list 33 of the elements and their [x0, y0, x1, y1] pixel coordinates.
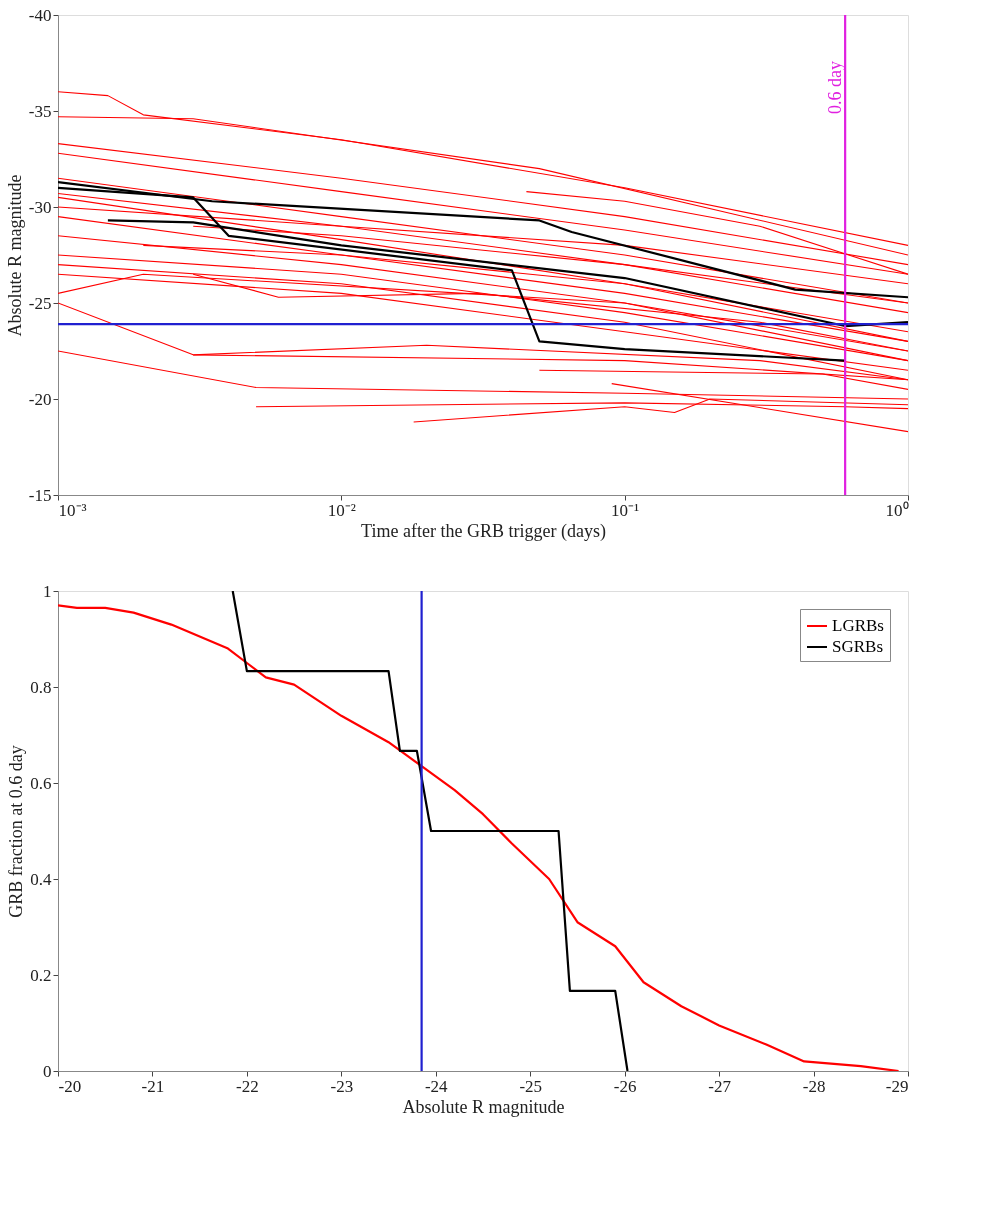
x-tick-label: -29 [885, 1076, 909, 1096]
x-tick-label: -24 [424, 1076, 449, 1096]
ref-line-label: 0.6 day [825, 61, 846, 114]
y-tick-label: 1 [43, 581, 52, 601]
y-tick-label: 0.4 [30, 869, 52, 889]
x-axis-title: Time after the GRB trigger (days) [361, 520, 606, 542]
x-tick-label: -28 [802, 1076, 826, 1096]
x-tick-label: -20 [58, 1076, 82, 1096]
y-tick-label: -35 [28, 101, 52, 121]
legend-label: SGRBs [832, 637, 884, 656]
x-tick-label: 10⁻³ [58, 500, 87, 520]
y-axis-title: Absolute R magnitude [4, 174, 25, 337]
x-tick-label: -22 [236, 1076, 259, 1096]
x-axis-title: Absolute R magnitude [402, 1096, 565, 1117]
x-tick-label: -26 [613, 1076, 637, 1096]
y-tick-label: 0 [43, 1061, 52, 1081]
y-tick-label: -20 [28, 389, 52, 409]
y-tick-label: 0.2 [30, 965, 52, 985]
x-tick-label: 10⁰ [885, 500, 909, 520]
y-axis-title: GRB fraction at 0.6 day [6, 745, 27, 918]
y-tick-label: -40 [28, 5, 52, 25]
x-tick-label: -23 [330, 1076, 354, 1096]
y-tick-label: -15 [28, 485, 52, 505]
x-tick-label: 10⁻¹ [611, 500, 640, 520]
x-tick-label: -27 [708, 1076, 732, 1096]
y-tick-label: 0.6 [30, 773, 52, 793]
y-tick-label: 0.8 [30, 677, 52, 697]
x-tick-label: -21 [141, 1076, 165, 1096]
y-tick-label: -30 [28, 197, 52, 217]
x-tick-label: 10⁻² [327, 500, 356, 520]
y-tick-label: -25 [28, 293, 52, 313]
x-tick-label: -25 [519, 1076, 543, 1096]
legend-label: LGRBs [832, 616, 884, 635]
